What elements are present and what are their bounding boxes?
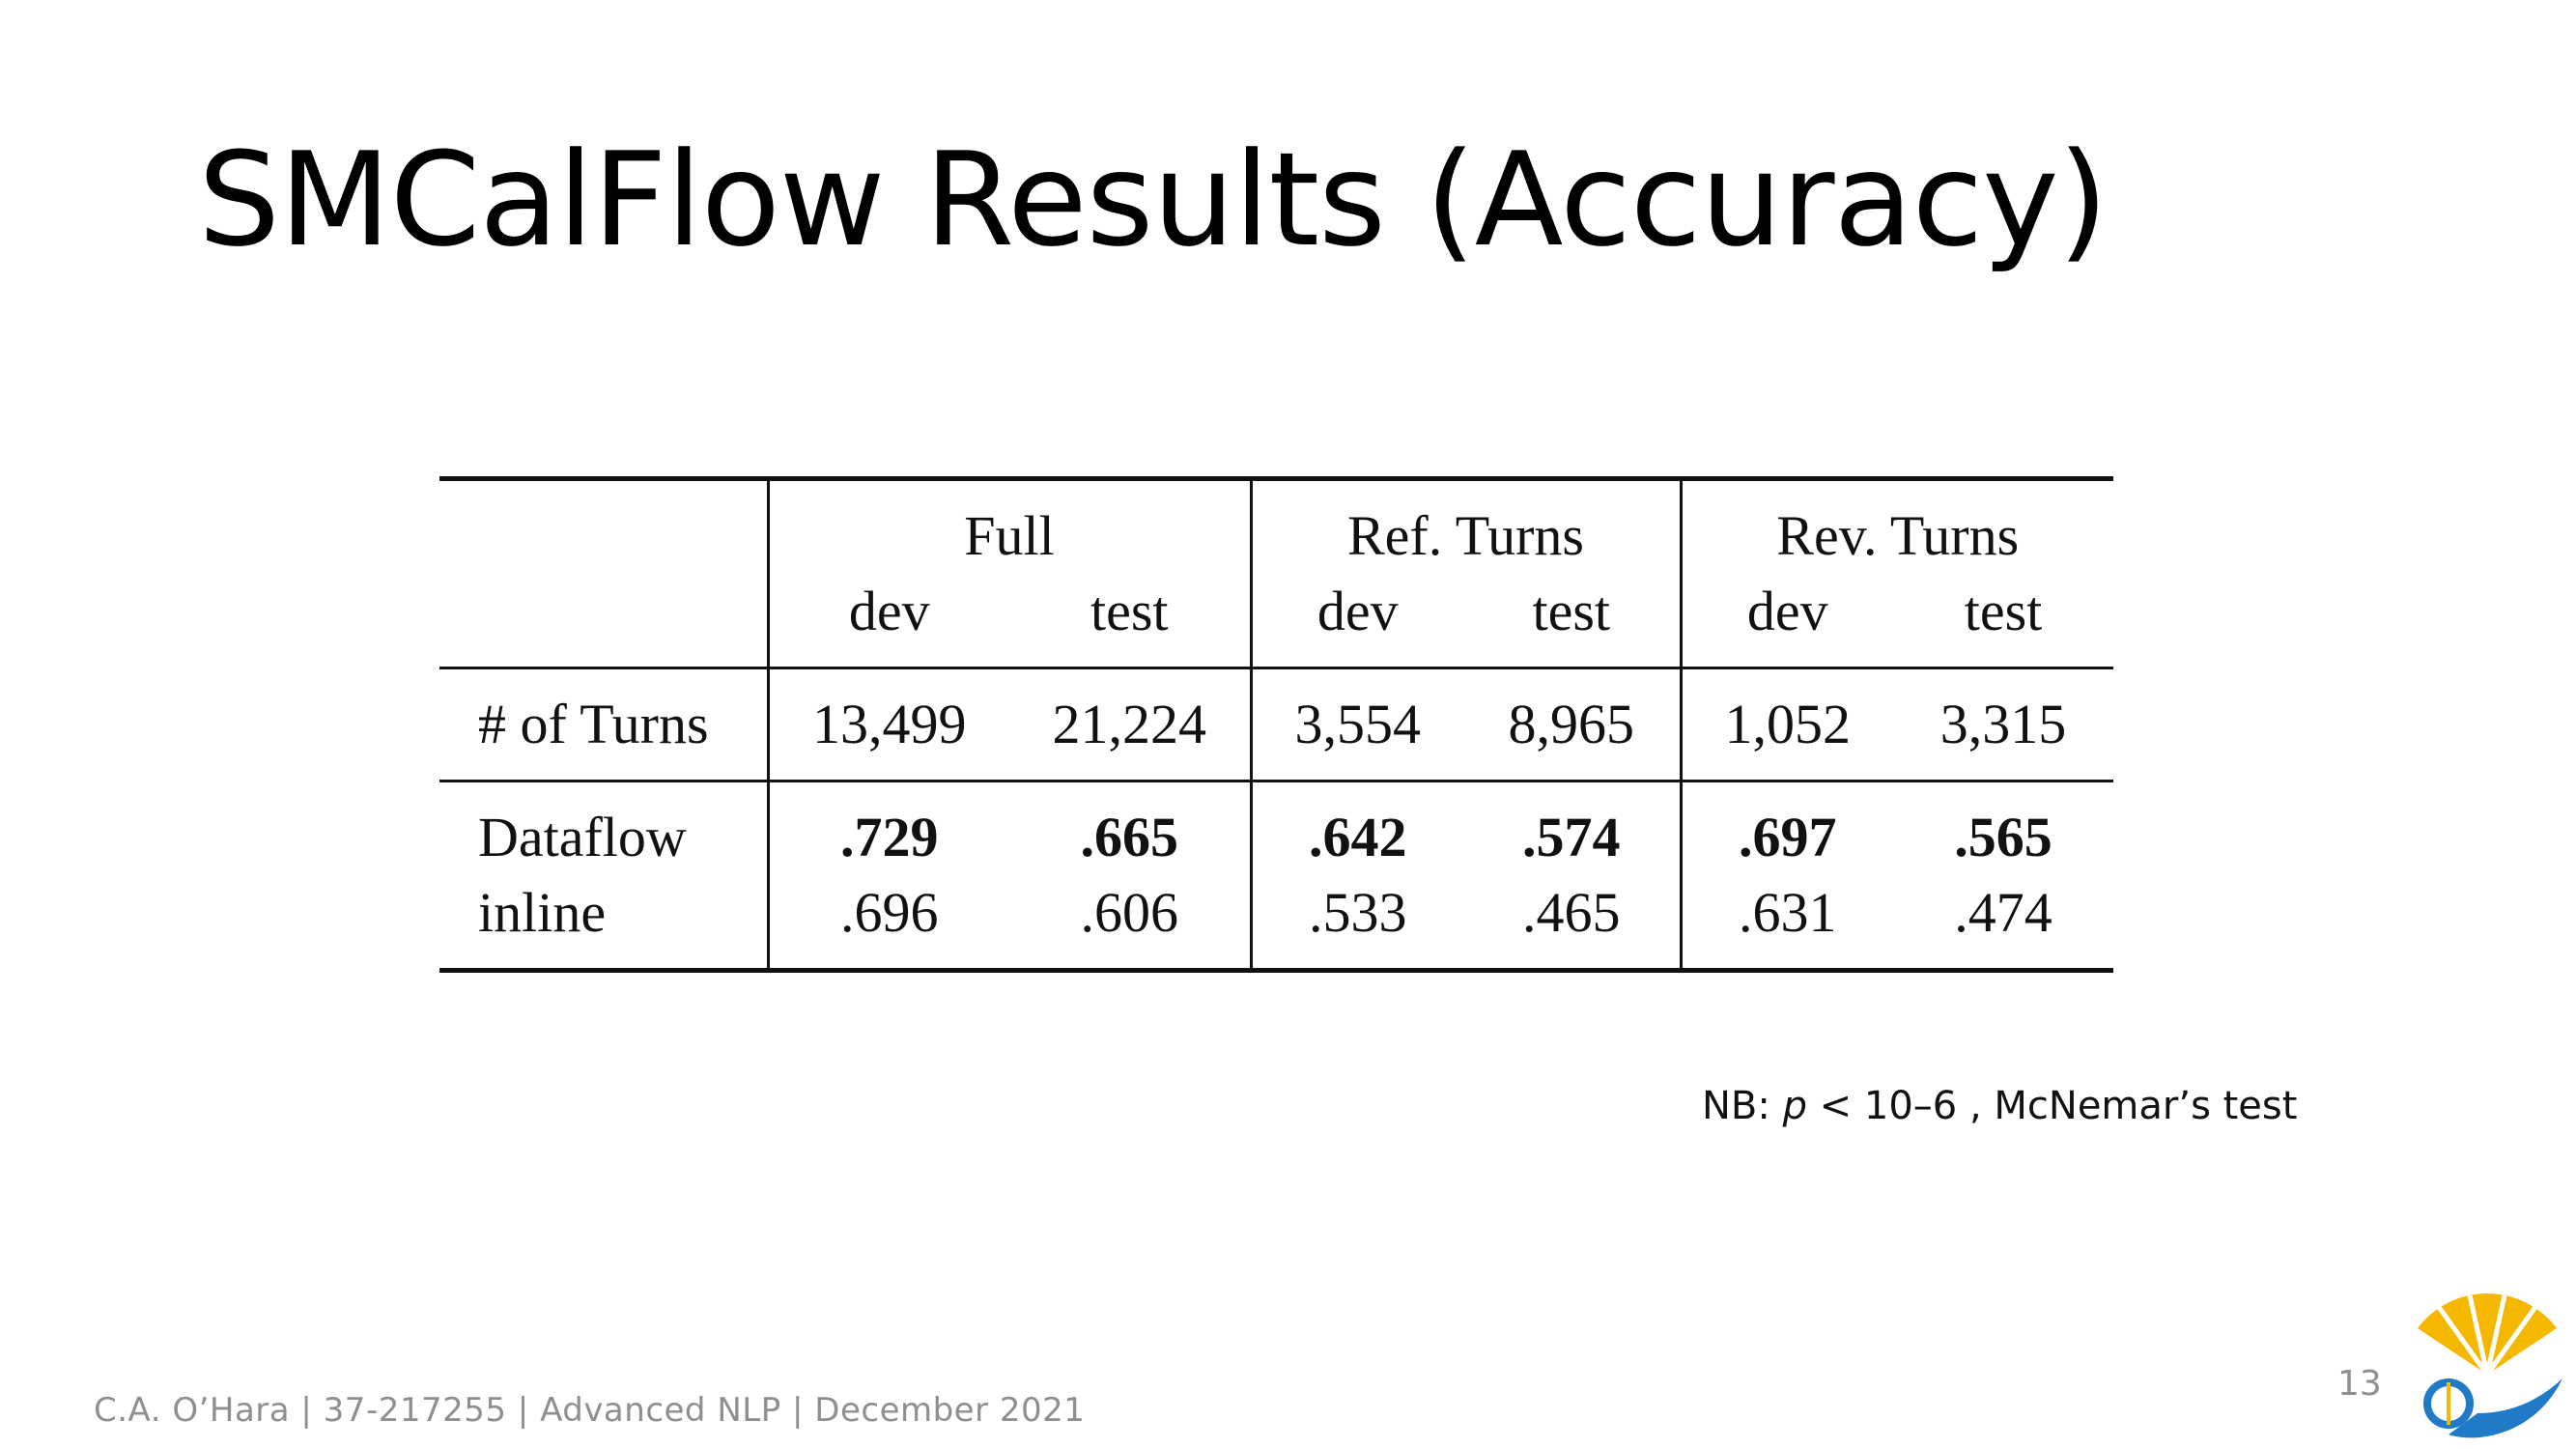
subheader-cell: dev (848, 580, 930, 642)
row-label: Dataflow (439, 780, 770, 875)
table-row-inline: inline .696 .606 .533 .465 .631 .474 (439, 875, 2113, 973)
results-table: Full Ref. Turns Rev. Turns dev test dev … (439, 476, 2113, 973)
table-cell: 8,965 (1463, 667, 1683, 781)
university-logo-icon (2418, 1293, 2562, 1438)
table-group-header-row: Full Ref. Turns Rev. Turns (439, 476, 2113, 574)
table-cell: 13,499 (768, 667, 1009, 781)
table-corner-cell (439, 574, 770, 668)
slide-footer: C.A. O’Hara | 37-217255 | Advanced NLP |… (94, 1391, 1086, 1430)
table-cell: 1,052 (1681, 667, 1893, 781)
logo-fan-shape (2418, 1293, 2557, 1375)
subheader-cell: dev (1316, 580, 1399, 642)
group-header-full: Full (768, 476, 1253, 574)
table-cell-best: .642 (1251, 780, 1463, 875)
table-cell: .465 (1463, 875, 1683, 973)
row-label: # of Turns (439, 667, 770, 781)
table-row-turns: # of Turns 13,499 21,224 3,554 8,965 1,0… (439, 667, 2113, 781)
table-cell-best: .574 (1463, 780, 1683, 875)
group-header-rev-turns: Rev. Turns (1681, 476, 2113, 574)
logo-swoosh-shape (2449, 1378, 2562, 1438)
note-variable: p (1782, 1084, 1807, 1128)
table-cell: .533 (1251, 875, 1463, 973)
subheader-cell: dev (1746, 580, 1828, 642)
significance-note: NB: p < 10–6 , McNemar’s test (1702, 1084, 2297, 1128)
page-number: 13 (2337, 1364, 2382, 1404)
table-cell-best: .697 (1681, 780, 1893, 875)
table-corner-cell (439, 476, 770, 574)
note-condition: < 10–6 , McNemar’s test (1806, 1084, 2298, 1128)
table-cell: .474 (1893, 875, 2113, 973)
subheader-cell: test (1009, 574, 1253, 668)
subheader-cell: test (1463, 574, 1683, 668)
row-label: inline (439, 875, 770, 973)
note-prefix: NB: (1702, 1084, 1783, 1128)
table-cell-best: .729 (768, 780, 1009, 875)
table-cell-best: .665 (1009, 780, 1253, 875)
slide-title: SMCalFlow Results (Accuracy) (198, 125, 2109, 275)
group-header-ref-turns: Ref. Turns (1251, 476, 1683, 574)
subheader-cell: test (1964, 580, 2043, 642)
table-row-dataflow: Dataflow .729 .665 .642 .574 .697 .565 (439, 780, 2113, 875)
table-cell: 3,315 (1893, 667, 2113, 781)
table-cell: .631 (1681, 875, 1893, 973)
table-cell: 21,224 (1009, 667, 1253, 781)
table-cell: .696 (768, 875, 1009, 973)
table-cell: 3,554 (1251, 667, 1463, 781)
table-cell-best: .565 (1893, 780, 2113, 875)
table-subheader-row: dev test dev test dev test (439, 574, 2113, 668)
table-cell: .606 (1009, 875, 1253, 973)
